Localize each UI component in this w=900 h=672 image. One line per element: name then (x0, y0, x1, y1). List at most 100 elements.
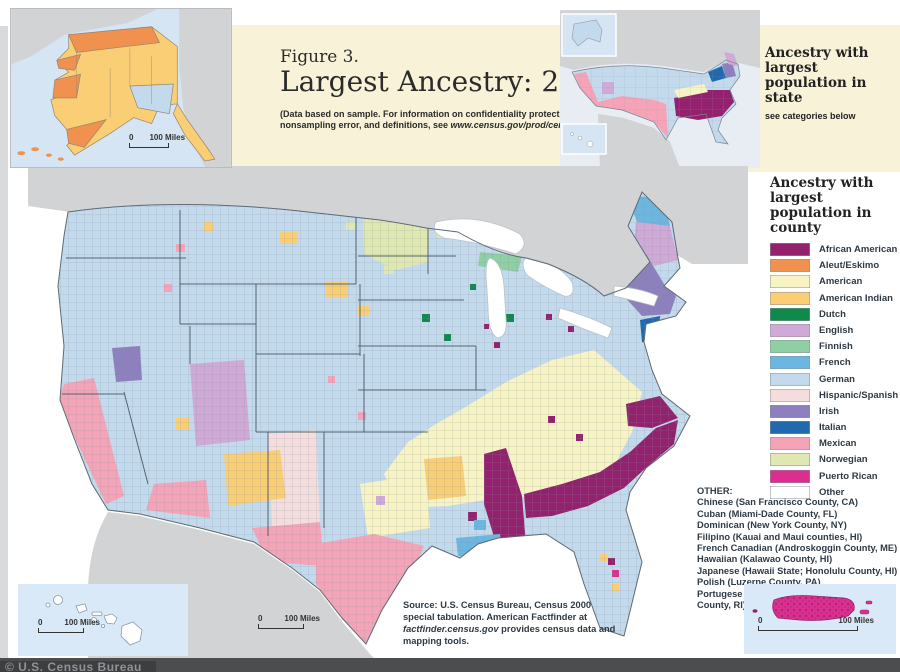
legend-label: English (819, 324, 854, 336)
puerto-rico-map (752, 595, 873, 621)
legend-swatch (770, 437, 810, 451)
scale-bar (258, 624, 304, 629)
alaska-map (11, 9, 231, 167)
legend-swatch (770, 453, 810, 467)
legend-swatch (770, 421, 810, 435)
legend-label: American (819, 276, 863, 288)
state-map-us (571, 52, 741, 145)
legend-swatch (770, 275, 810, 289)
note-text: (Data based on sample. For information o… (280, 109, 644, 130)
scale-miles: 100 Miles (64, 618, 101, 627)
other-entry: Filipino (Kauai and Maui counties, HI) (697, 531, 863, 542)
scale-zero: 0 (129, 133, 134, 142)
legend-label: Aleut/Eskimo (819, 260, 880, 272)
source-note: Source: U.S. Census Bureau, Census 2000 … (403, 599, 625, 647)
us-outline (57, 191, 691, 645)
legend-item: Norwegian (770, 453, 900, 467)
page-title: Largest Ancestry: 2000 (280, 65, 613, 98)
legend-label: French (819, 357, 851, 369)
state-level-map (560, 10, 760, 168)
legend-swatch (770, 323, 810, 337)
alaska-north-slope (68, 26, 161, 53)
legend-label: Finnish (819, 341, 853, 353)
mexico-silhouette (598, 114, 680, 168)
legend-label: Other (819, 486, 845, 498)
legend-item: American Indian (770, 291, 900, 305)
legend-label: American Indian (819, 292, 893, 304)
legend-swatch (770, 485, 810, 499)
legend-item: Puerto Rican (770, 469, 900, 483)
legend-label: Irish (819, 405, 840, 417)
county-choropleth-map (28, 166, 748, 658)
legend-item: French (770, 356, 900, 370)
source-url: factfinder.census.gov (403, 624, 499, 634)
hawaii-scalebar: 0 100 Miles (38, 618, 100, 633)
bottom-bar: © U.S. Census Bureau (0, 658, 900, 672)
legend-item: Irish (770, 404, 900, 418)
note-url: www.census.gov/prod/cen2000/doc/sf3.pdf (450, 120, 635, 130)
canada-landmass-ak (179, 9, 231, 167)
other-heading: OTHER: (697, 486, 733, 496)
great-lakes (433, 218, 659, 339)
legend-label: Mexican (819, 438, 857, 450)
canada-landmass (28, 166, 748, 298)
county-legend: Ancestry with largest population in coun… (770, 176, 900, 502)
legend-swatch (770, 291, 810, 305)
legend-item: Finnish (770, 340, 900, 354)
puerto-rico-inset: 0 100 Miles (744, 584, 896, 654)
other-entry: French Canadian (Androskoggin County, ME… (697, 543, 898, 554)
legend-label: German (819, 373, 855, 385)
legend-item: Mexican (770, 437, 900, 451)
other-entry: Dominican (New York County, NY) (697, 520, 847, 531)
state-map-alaska-inset (561, 13, 617, 57)
legend-swatch (770, 356, 810, 370)
alaska-southwest (66, 119, 108, 148)
legend-swatch (770, 404, 810, 418)
russia-landmass (11, 9, 158, 65)
legend-swatch (770, 372, 810, 386)
scale-bar (129, 143, 169, 148)
figure-label: Figure 3. (280, 47, 359, 67)
scale-miles: 100 Miles (149, 133, 186, 142)
other-entry: Cuban (Miami-Dade County, FL) (697, 508, 838, 519)
hawaii-map (45, 595, 143, 646)
legend-item: Hispanic/Spanish (770, 388, 900, 402)
scale-zero: 0 (258, 614, 263, 623)
scale-bar (758, 626, 858, 631)
other-entry: Japanese (Hawaii State; Honolulu County,… (697, 565, 898, 576)
other-entry: Chinese (San Francisco County, CA) (697, 497, 858, 508)
source-text-end: provides census data and mapping tools. (403, 624, 616, 646)
state-borders (62, 210, 486, 536)
hawaii-inset: 0 100 Miles (18, 584, 188, 656)
state-map-caption: Ancestry with largest population in stat… (765, 45, 900, 122)
alaska-scalebar: 0 100 Miles (129, 133, 185, 148)
scale-bar (38, 628, 84, 633)
legend-swatch (770, 340, 810, 354)
legend-swatch (770, 469, 810, 483)
legend-swatch (770, 307, 810, 321)
legend-item: German (770, 372, 900, 386)
legend-label: Italian (819, 422, 847, 434)
other-entry: Hawaiian (Kalawao County, HI) (697, 554, 833, 565)
aleutian-islands (17, 147, 64, 161)
scale-miles: 100 Miles (284, 614, 321, 623)
legend-swatch (770, 243, 810, 256)
state-map-hawaii-inset (561, 123, 607, 155)
legend-item: Other (770, 485, 900, 499)
legend-label: Norwegian (819, 454, 868, 466)
alaska-inset: 0 100 Miles (10, 8, 232, 168)
legend-swatch (770, 388, 810, 402)
alaska-panhandle (172, 103, 216, 162)
state-caption-text: Ancestry with largest population in stat… (765, 45, 869, 106)
other-entry: Polish (Luzerne County, PA) (697, 577, 821, 588)
puerto-rico-island (752, 595, 873, 621)
state-caption-sub: see categories below (765, 111, 856, 121)
legend-label: Puerto Rican (819, 470, 878, 482)
legend-item: English (770, 323, 900, 337)
legend-label: Dutch (819, 308, 846, 320)
legend-item: Dutch (770, 307, 900, 321)
copyright-label: © U.S. Census Bureau (0, 661, 156, 672)
main-map-scalebar: 0 100 Miles (258, 614, 320, 629)
scale-zero: 0 (38, 618, 43, 627)
